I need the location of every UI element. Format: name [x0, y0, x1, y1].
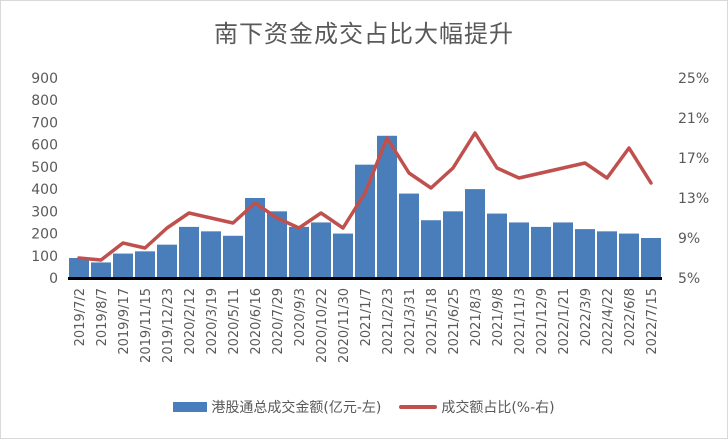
right-tick-label-3: 17%	[678, 151, 709, 167]
bar-series	[69, 135, 661, 278]
left-tick-label-1: 100	[31, 249, 58, 265]
legend-label-line: 成交额占比(%-右)	[441, 400, 555, 416]
line-series-path	[77, 131, 653, 262]
bar-3	[135, 251, 155, 278]
bar-6	[201, 231, 221, 278]
x-tick-label-14: 2021/2/23	[381, 288, 396, 355]
left-tick-label-6: 600	[31, 138, 58, 154]
right-tick-label-1: 9%	[678, 231, 700, 247]
x-tick-label-1: 2019/8/7	[95, 288, 110, 346]
left-tick-label-3: 300	[31, 204, 58, 220]
left-tick-label-2: 200	[31, 227, 58, 243]
x-tick-label-11: 2020/10/22	[315, 288, 330, 363]
bar-23	[575, 229, 595, 278]
right-tick-label-4: 21%	[678, 111, 709, 127]
x-tick-label-24: 2022/4/22	[601, 288, 616, 355]
bar-7	[223, 235, 243, 278]
bar-0	[69, 258, 89, 278]
x-tick-label-26: 2022/7/15	[645, 288, 660, 355]
x-tick-label-20: 2021/11/3	[513, 288, 528, 355]
left-tick-label-0: 0	[49, 271, 58, 287]
x-tick-label-4: 2019/12/23	[161, 288, 176, 363]
bar-2	[113, 253, 133, 278]
x-tick-label-8: 2020/6/16	[249, 288, 264, 355]
left-tick-label-9: 900	[31, 71, 58, 87]
bar-5	[179, 226, 199, 278]
legend-swatch-line	[399, 405, 438, 409]
bar-20	[509, 222, 529, 278]
bar-19	[487, 213, 507, 278]
right-tick-label-0: 5%	[678, 271, 700, 287]
x-tick-label-0: 2019/7/2	[73, 288, 88, 346]
bar-11	[311, 222, 331, 278]
bar-1	[91, 262, 111, 278]
bar-18	[465, 189, 485, 278]
x-tick-label-21: 2021/12/9	[535, 288, 550, 355]
legend-item-line: 成交额占比(%-右)	[399, 397, 555, 417]
bar-17	[443, 211, 463, 278]
line-series	[77, 131, 653, 262]
x-tick-label-22: 2022/1/21	[557, 288, 572, 355]
x-tick-label-5: 2020/2/12	[183, 288, 198, 355]
bar-15	[399, 193, 419, 278]
bar-16	[421, 220, 441, 278]
x-tick-label-6: 2020/3/19	[205, 288, 220, 355]
bar-26	[641, 238, 661, 278]
right-tick-label-5: 25%	[678, 71, 709, 87]
left-tick-label-8: 800	[31, 93, 58, 109]
legend-swatch-bar	[173, 402, 208, 412]
bar-12	[333, 233, 353, 278]
x-tick-label-2: 2019/9/17	[117, 288, 132, 355]
x-tick-label-3: 2019/11/15	[139, 288, 154, 363]
bar-22	[553, 222, 573, 278]
x-tick-label-18: 2021/8/3	[469, 288, 484, 346]
chart-legend: 港股通总成交金额(亿元-左) 成交额占比(%-右)	[0, 397, 728, 417]
right-tick-label-2: 13%	[678, 191, 709, 207]
x-tick-label-17: 2021/6/25	[447, 288, 462, 355]
left-tick-label-7: 700	[31, 115, 58, 131]
bar-9	[267, 211, 287, 278]
left-tick-label-4: 400	[31, 182, 58, 198]
bar-13	[355, 164, 375, 278]
x-tick-label-13: 2021/1/7	[359, 288, 374, 346]
legend-item-bar: 港股通总成交金额(亿元-左)	[173, 397, 381, 417]
legend-label-bar: 港股通总成交金额(亿元-左)	[211, 400, 382, 416]
x-tick-label-7: 2020/5/11	[227, 288, 242, 355]
x-tick-label-19: 2021/9/8	[491, 288, 506, 346]
chart-title: 南下资金成交占比大幅提升	[214, 20, 514, 48]
x-tick-label-16: 2021/5/18	[425, 288, 440, 355]
x-tick-label-25: 2022/6/8	[623, 288, 638, 346]
x-tick-label-15: 2021/3/31	[403, 288, 418, 355]
bar-25	[619, 233, 639, 278]
x-tick-label-12: 2020/11/30	[337, 288, 352, 363]
left-tick-label-5: 500	[31, 160, 58, 176]
x-tick-label-23: 2022/3/9	[579, 288, 594, 346]
bar-4	[157, 244, 177, 278]
bar-24	[597, 231, 617, 278]
x-tick-label-10: 2020/9/3	[293, 288, 308, 346]
bar-10	[289, 226, 309, 278]
x-tick-label-9: 2020/7/29	[271, 288, 286, 355]
bar-14	[377, 135, 397, 278]
axes: 0 100 200 300 400 500 600 700 800 900 5% 9% 13% 17% 21…	[31, 71, 709, 363]
bar-21	[531, 226, 551, 278]
bar-8	[245, 198, 265, 278]
